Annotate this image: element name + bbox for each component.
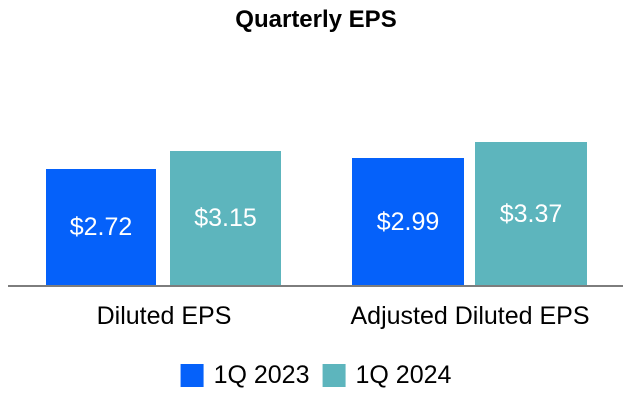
legend-swatch-1q2023 bbox=[180, 364, 204, 387]
category-label-adjusted-diluted-eps: Adjusted Diluted EPS bbox=[350, 302, 590, 330]
legend-label-1q2024: 1Q 2024 bbox=[355, 361, 452, 389]
bar-1q2024-adjusted-diluted-eps: $3.37 bbox=[475, 142, 587, 286]
x-axis-line bbox=[8, 285, 623, 287]
category-label-diluted-eps: Diluted EPS bbox=[96, 302, 232, 330]
bar-value-label: $2.99 bbox=[376, 207, 440, 236]
bar-1q2023-diluted-eps: $2.72 bbox=[46, 169, 156, 286]
bar-value-label: $3.15 bbox=[194, 204, 257, 232]
plot-area: $2.72 $3.15 $2.99 $3.37 bbox=[0, 136, 632, 286]
legend: 1Q 2023 1Q 2024 bbox=[180, 361, 452, 390]
bar-value-label: $2.72 bbox=[69, 213, 133, 241]
bar-value-label: $3.37 bbox=[499, 199, 563, 228]
bar-1q2024-diluted-eps: $3.15 bbox=[170, 151, 281, 286]
legend-item-1q2023: 1Q 2023 bbox=[180, 361, 310, 390]
legend-swatch-1q2024 bbox=[322, 364, 346, 387]
bar-1q2023-adjusted-diluted-eps: $2.99 bbox=[352, 158, 464, 286]
chart-title: Quarterly EPS bbox=[235, 6, 397, 33]
legend-label-1q2023: 1Q 2023 bbox=[213, 361, 310, 389]
legend-item-1q2024: 1Q 2024 bbox=[322, 361, 452, 390]
